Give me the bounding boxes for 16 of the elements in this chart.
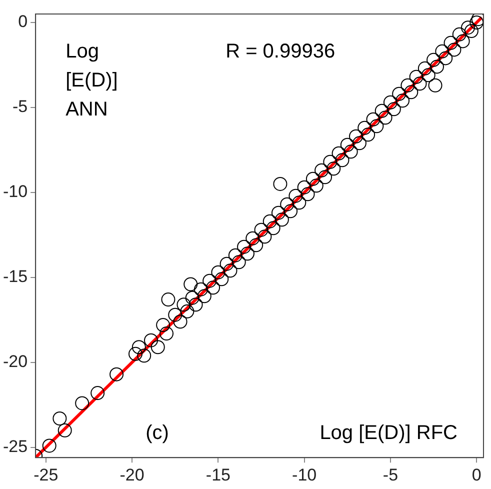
y-tick-label: -25 bbox=[2, 437, 28, 456]
y-axis-title: Log [E(D)] ANN bbox=[66, 40, 118, 121]
x-tick-label: -25 bbox=[34, 465, 58, 484]
y-tick-label: -10 bbox=[2, 182, 28, 202]
y-tick-label: 0 bbox=[18, 12, 28, 32]
x-tick-label: 0 bbox=[472, 465, 482, 484]
x-tick-label: -10 bbox=[292, 465, 317, 484]
annotation: R = 0.99936 bbox=[226, 40, 336, 63]
x-tick-label: -5 bbox=[382, 465, 398, 484]
x-tick-label: -20 bbox=[120, 465, 144, 484]
x-axis-title: Log [E(D)] RFC bbox=[320, 422, 458, 444]
y-tick-label: -5 bbox=[12, 97, 28, 116]
annotation: (c) bbox=[146, 422, 169, 444]
x-tick-label: -15 bbox=[206, 465, 230, 484]
y-tick-label: -20 bbox=[2, 352, 28, 372]
y-tick-label: -15 bbox=[2, 267, 28, 286]
